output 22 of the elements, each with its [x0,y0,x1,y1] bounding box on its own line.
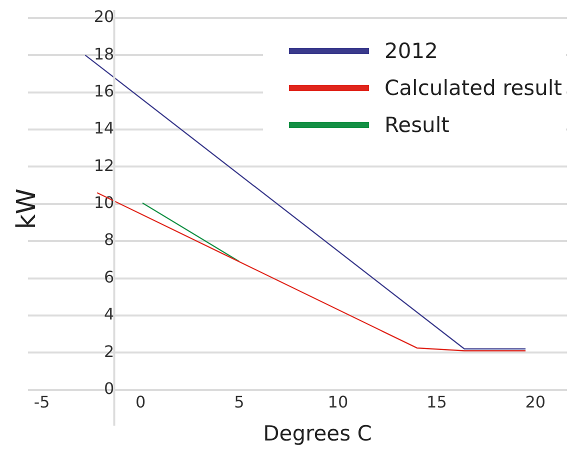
x-tick-label: 15 [426,392,447,412]
x-tick-label: 20 [525,392,546,412]
y-tick-label: 18 [94,44,114,64]
y-tick-label: 12 [94,156,114,175]
y-tick-label: 10 [94,193,114,212]
legend-label: Calculated result [384,76,562,100]
x-tick-label: -5 [34,392,50,412]
y-tick-label: 2 [104,342,114,361]
legend-label: Result [384,112,450,136]
y-tick-label: 0 [104,378,114,398]
x-axis-title: Degrees C [263,421,372,446]
y-tick-label: 20 [94,7,114,26]
x-tick-label: 10 [328,392,348,412]
legend-label: 2012 [384,38,438,62]
x-tick-label: 0 [135,392,146,412]
y-tick-label: 14 [94,118,114,138]
y-axis-title: kW [12,188,42,230]
x-tick-label: 5 [234,392,244,412]
y-tick-label: 8 [104,230,114,250]
y-tick-label: 4 [104,304,114,324]
y-tick-label: 6 [104,267,114,286]
y-tick-label: 16 [94,82,114,101]
